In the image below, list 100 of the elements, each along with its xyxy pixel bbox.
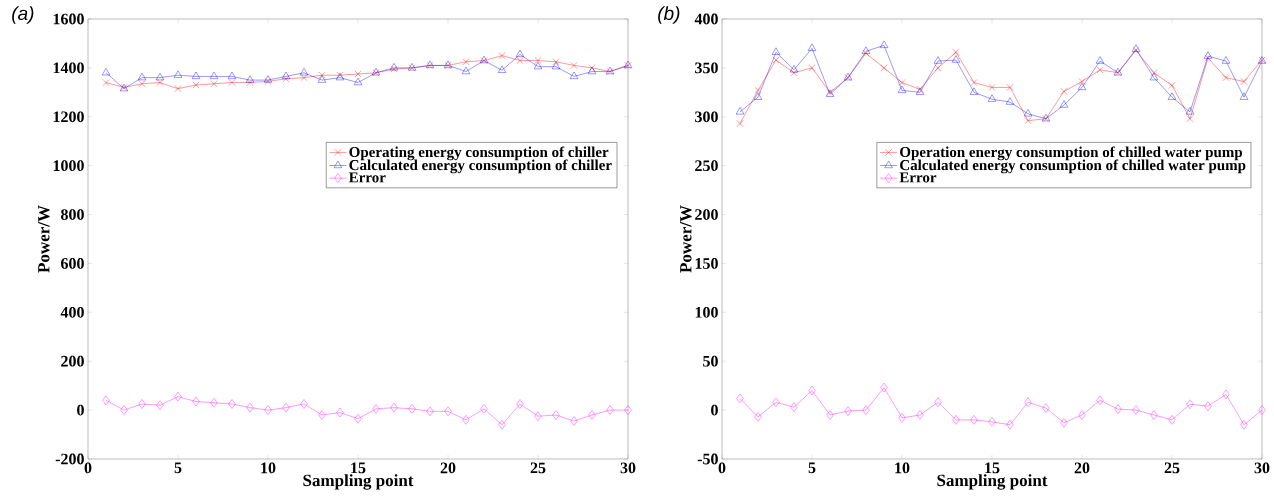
point <box>988 84 996 91</box>
point <box>264 405 272 415</box>
y-tick-label: -200 <box>55 453 84 465</box>
point <box>569 71 579 79</box>
x-tick-label: 10 <box>261 462 276 474</box>
point <box>570 416 578 426</box>
point <box>844 406 852 416</box>
point <box>826 410 834 420</box>
y-tick-label: 0 <box>711 404 718 416</box>
point <box>282 75 290 83</box>
point <box>498 52 506 60</box>
point <box>426 406 434 417</box>
y-tick-label: 100 <box>695 306 718 318</box>
point <box>515 49 525 57</box>
point <box>372 404 380 414</box>
point <box>173 70 183 78</box>
point <box>101 68 111 76</box>
point <box>551 61 561 70</box>
point <box>318 410 326 420</box>
point <box>300 399 308 409</box>
x-tick-label: 15 <box>985 462 1000 474</box>
point <box>318 71 326 79</box>
text: (b) <box>658 6 680 24</box>
text: (a) <box>12 6 34 24</box>
point <box>1114 404 1122 414</box>
point <box>1059 100 1069 108</box>
point <box>934 397 942 407</box>
point <box>156 400 164 410</box>
point <box>1150 410 1158 420</box>
point <box>137 72 147 81</box>
point <box>790 402 798 412</box>
point <box>1204 401 1212 411</box>
point <box>754 412 762 422</box>
x-tick-label: 5 <box>174 462 182 474</box>
point <box>808 385 816 396</box>
x-tick-label: 10 <box>895 462 910 474</box>
point <box>736 393 744 404</box>
point <box>934 64 942 72</box>
point <box>880 382 888 393</box>
legend-label: Error <box>899 172 937 183</box>
point <box>1096 66 1104 74</box>
y-tick-label: 200 <box>61 355 84 367</box>
point <box>898 413 906 423</box>
x-tick-label: 25 <box>1164 462 1180 474</box>
point <box>1042 403 1050 413</box>
point <box>1185 107 1195 115</box>
x-tick-label: 15 <box>351 462 366 474</box>
point <box>102 395 110 406</box>
point <box>898 79 906 86</box>
y-tick-label: 0 <box>77 404 84 416</box>
y-axis-title: Power/W <box>38 205 50 273</box>
point <box>138 399 146 409</box>
point <box>624 405 632 415</box>
point <box>1024 397 1032 407</box>
point <box>880 64 888 72</box>
point <box>516 399 524 409</box>
point <box>970 415 978 425</box>
point <box>1078 78 1086 85</box>
point <box>1006 420 1014 430</box>
point <box>120 405 128 415</box>
point <box>952 415 960 425</box>
point <box>987 94 997 102</box>
point <box>1239 92 1249 100</box>
point <box>1258 405 1266 415</box>
x-tick-label: 20 <box>1074 462 1090 474</box>
point <box>862 405 870 415</box>
x-tick-label: 0 <box>718 462 726 474</box>
point <box>790 69 798 77</box>
point <box>1024 117 1032 125</box>
x-tick-label: 0 <box>84 462 92 474</box>
point <box>317 75 327 83</box>
point <box>1077 82 1087 90</box>
x-tick-label: 25 <box>530 462 546 474</box>
y-tick-label: -50 <box>697 453 718 465</box>
point <box>408 404 416 414</box>
point <box>753 92 763 100</box>
point <box>1167 92 1177 100</box>
y-tick-label: 400 <box>60 306 84 318</box>
point <box>808 64 816 72</box>
point <box>246 79 254 86</box>
point <box>299 68 309 76</box>
point <box>771 47 781 55</box>
point <box>933 56 943 64</box>
point <box>246 402 254 413</box>
point <box>228 79 236 86</box>
point <box>1221 56 1231 64</box>
point <box>300 74 308 82</box>
point <box>588 410 596 420</box>
point <box>952 48 960 56</box>
y-tick-label: 200 <box>695 209 718 220</box>
y-tick-label: 1000 <box>53 160 84 172</box>
point <box>480 404 488 414</box>
point <box>138 80 146 88</box>
y-tick-label: 800 <box>61 209 84 220</box>
y-tick-label: 350 <box>695 62 718 74</box>
point <box>444 406 452 417</box>
point <box>772 56 780 64</box>
x-axis-title: Sampling point <box>303 474 414 490</box>
point <box>228 399 236 409</box>
point <box>988 417 996 427</box>
